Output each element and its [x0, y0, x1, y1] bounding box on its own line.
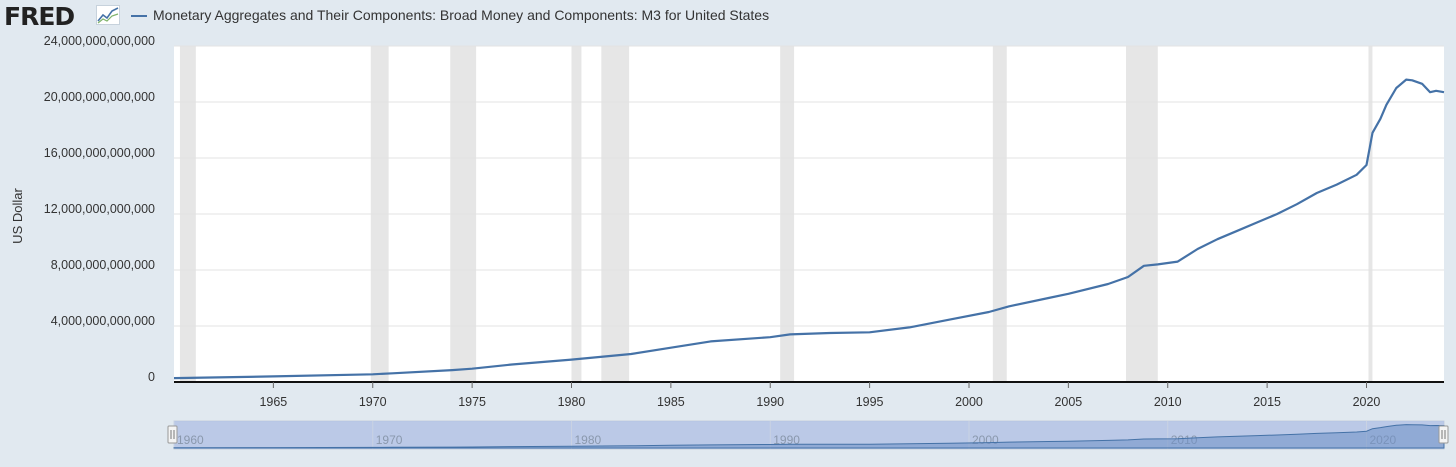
x-tick-label: 1975 [458, 395, 486, 409]
navigator-series-area [173, 424, 1445, 449]
y-tick-label: 0 [148, 370, 155, 384]
navigator-left-handle[interactable] [167, 425, 178, 444]
x-axis: 1965 1970 1975 1980 1985 1990 1995 2000 2005 2010… [259, 382, 1380, 409]
navigator-tick-label: 1960 [177, 433, 204, 447]
x-tick-label: 1965 [259, 395, 287, 409]
y-tick-label: 16,000,000,000,000 [44, 146, 155, 160]
navigator-tick-label: 1990 [773, 433, 800, 447]
x-tick-label: 2015 [1253, 395, 1281, 409]
navigator-tick-label: 1980 [574, 433, 601, 447]
range-navigator[interactable]: 1960197019801990200020102020 [167, 420, 1449, 450]
x-tick-label: 2010 [1154, 395, 1182, 409]
x-tick-label: 2020 [1353, 395, 1381, 409]
series-line-m3 [173, 78, 1445, 380]
navigator-tick-label: 1970 [376, 433, 403, 447]
x-tick-label: 1980 [558, 395, 586, 409]
x-tick-label: 2005 [1054, 395, 1082, 409]
y-tick-label: 20,000,000,000,000 [44, 90, 155, 104]
x-tick-label: 1990 [756, 395, 784, 409]
x-tick-label: 1985 [657, 395, 685, 409]
chart-line-icon [96, 5, 120, 25]
y-tick-label: 24,000,000,000,000 [44, 34, 155, 48]
chart-header: FRED Monetary Aggregates and Their Compo… [0, 0, 1456, 34]
x-tick-label: 1995 [856, 395, 884, 409]
y-axis-title: US Dollar [10, 188, 25, 244]
y-axis: 0 4,000,000,000,000 8,000,000,000,000 12,00… [44, 34, 155, 384]
x-tick-label: 1970 [359, 395, 387, 409]
x-tick-label: 2000 [955, 395, 983, 409]
y-tick-label: 8,000,000,000,000 [51, 258, 155, 272]
series-layer [173, 78, 1445, 380]
legend-series-swatch [131, 15, 147, 17]
legend-series-label[interactable]: Monetary Aggregates and Their Components… [153, 7, 770, 23]
fred-logo[interactable]: FRED [4, 2, 75, 31]
navigator-right-handle[interactable] [1438, 425, 1449, 444]
y-tick-label: 12,000,000,000,000 [44, 202, 155, 216]
gridlines [174, 45, 1444, 327]
y-tick-label: 4,000,000,000,000 [51, 314, 155, 328]
